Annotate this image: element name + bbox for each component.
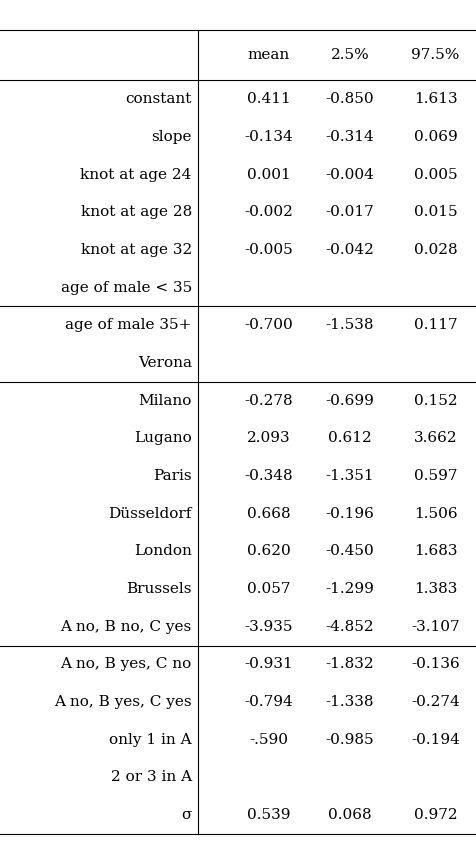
Text: 0.539: 0.539	[247, 808, 291, 822]
Text: only 1 in A: only 1 in A	[109, 733, 192, 747]
Text: 0.001: 0.001	[247, 168, 291, 181]
Text: 0.612: 0.612	[328, 431, 372, 446]
Text: 0.005: 0.005	[414, 168, 457, 181]
Text: 0.028: 0.028	[414, 243, 457, 257]
Text: A no, B yes, C yes: A no, B yes, C yes	[54, 695, 192, 709]
Text: -.590: -.590	[249, 733, 288, 747]
Text: A no, B yes, C no: A no, B yes, C no	[60, 657, 192, 671]
Text: knot at age 24: knot at age 24	[80, 168, 192, 181]
Text: -0.450: -0.450	[326, 544, 374, 559]
Text: 0.152: 0.152	[414, 393, 457, 408]
Text: -1.351: -1.351	[326, 469, 374, 483]
Text: age of male 35+: age of male 35+	[66, 318, 192, 333]
Text: knot at age 28: knot at age 28	[80, 205, 192, 219]
Text: 0.597: 0.597	[414, 469, 457, 483]
Text: -0.005: -0.005	[245, 243, 293, 257]
Text: -3.935: -3.935	[245, 619, 293, 634]
Text: knot at age 32: knot at age 32	[80, 243, 192, 257]
Text: Düsseldorf: Düsseldorf	[109, 506, 192, 521]
Text: -0.194: -0.194	[411, 733, 460, 747]
Text: 1.683: 1.683	[414, 544, 457, 559]
Text: -0.136: -0.136	[411, 657, 460, 671]
Text: -0.931: -0.931	[245, 657, 293, 671]
Text: -1.338: -1.338	[326, 695, 374, 709]
Text: 0.668: 0.668	[247, 506, 291, 521]
Text: 2.093: 2.093	[247, 431, 291, 446]
Text: constant: constant	[126, 92, 192, 106]
Text: -0.850: -0.850	[326, 92, 374, 106]
Text: Verona: Verona	[138, 356, 192, 370]
Text: 2 or 3 in A: 2 or 3 in A	[111, 771, 192, 784]
Text: -1.538: -1.538	[326, 318, 374, 333]
Text: -0.274: -0.274	[411, 695, 460, 709]
Text: 0.057: 0.057	[247, 582, 291, 596]
Text: Milano: Milano	[139, 393, 192, 408]
Text: Lugano: Lugano	[134, 431, 192, 446]
Text: age of male < 35: age of male < 35	[60, 280, 192, 295]
Text: -4.852: -4.852	[326, 619, 374, 634]
Text: 1.613: 1.613	[414, 92, 457, 106]
Text: 3.662: 3.662	[414, 431, 457, 446]
Text: Brussels: Brussels	[126, 582, 192, 596]
Text: -1.832: -1.832	[326, 657, 374, 671]
Text: Paris: Paris	[153, 469, 192, 483]
Text: 2.5%: 2.5%	[330, 48, 369, 62]
Text: -3.107: -3.107	[411, 619, 460, 634]
Text: -0.314: -0.314	[326, 130, 374, 144]
Text: -0.002: -0.002	[245, 205, 293, 219]
Text: 1.506: 1.506	[414, 506, 457, 521]
Text: 97.5%: 97.5%	[411, 48, 460, 62]
Text: 0.069: 0.069	[414, 130, 457, 144]
Text: 1.383: 1.383	[414, 582, 457, 596]
Text: 0.620: 0.620	[247, 544, 291, 559]
Text: -0.278: -0.278	[245, 393, 293, 408]
Text: -0.017: -0.017	[326, 205, 374, 219]
Text: 0.015: 0.015	[414, 205, 457, 219]
Text: mean: mean	[248, 48, 290, 62]
Text: 0.117: 0.117	[414, 318, 457, 333]
Text: -0.134: -0.134	[245, 130, 293, 144]
Text: -0.348: -0.348	[245, 469, 293, 483]
Text: -0.700: -0.700	[245, 318, 293, 333]
Text: σ: σ	[181, 808, 192, 822]
Text: -0.699: -0.699	[326, 393, 374, 408]
Text: -0.985: -0.985	[326, 733, 374, 747]
Text: London: London	[134, 544, 192, 559]
Text: 0.972: 0.972	[414, 808, 457, 822]
Text: -0.004: -0.004	[326, 168, 374, 181]
Text: -0.196: -0.196	[326, 506, 374, 521]
Text: -0.794: -0.794	[245, 695, 293, 709]
Text: -0.042: -0.042	[326, 243, 374, 257]
Text: A no, B no, C yes: A no, B no, C yes	[60, 619, 192, 634]
Text: slope: slope	[151, 130, 192, 144]
Text: 0.068: 0.068	[328, 808, 372, 822]
Text: 0.411: 0.411	[247, 92, 291, 106]
Text: -1.299: -1.299	[326, 582, 374, 596]
